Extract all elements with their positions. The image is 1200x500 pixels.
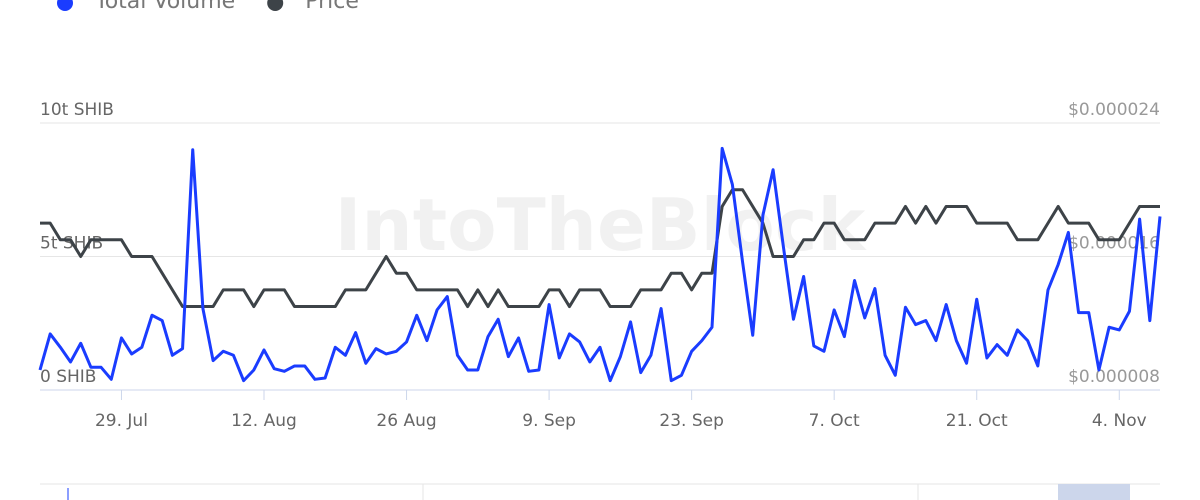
x-tick-label: 26 Aug	[376, 411, 436, 431]
legend-label: Price	[305, 0, 359, 14]
x-tick-label: 4. Nov	[1092, 411, 1147, 431]
x-tick-label: 21. Oct	[946, 411, 1008, 431]
x-tick-label: 29. Jul	[95, 411, 148, 431]
navigator	[40, 483, 1160, 500]
x-tick-label: 7. Oct	[809, 411, 860, 431]
watermark: IntoTheBlock	[335, 183, 868, 267]
x-tick-label: 9. Sep	[522, 411, 576, 431]
y-tick-label: 0 SHIB	[40, 367, 96, 387]
x-tick-label: 23. Sep	[659, 411, 723, 431]
legend-marker	[267, 0, 284, 11]
legend-item[interactable]: Price	[267, 0, 359, 14]
y2-tick-label: $0.000016	[1068, 234, 1160, 254]
legend-label: Total Volume	[94, 0, 235, 14]
x-tick-label: 12. Aug	[231, 411, 297, 431]
y-tick-label: 10t SHIB	[40, 100, 114, 120]
legend-item[interactable]: Total Volume	[57, 0, 235, 14]
legend-marker	[57, 0, 73, 11]
navigator-selection[interactable]	[1058, 484, 1130, 500]
series-line	[38, 146, 1162, 383]
y2-tick-label: $0.000008	[1068, 367, 1160, 387]
y2-tick-label: $0.000024	[1068, 100, 1160, 120]
series-line	[40, 188, 1160, 309]
